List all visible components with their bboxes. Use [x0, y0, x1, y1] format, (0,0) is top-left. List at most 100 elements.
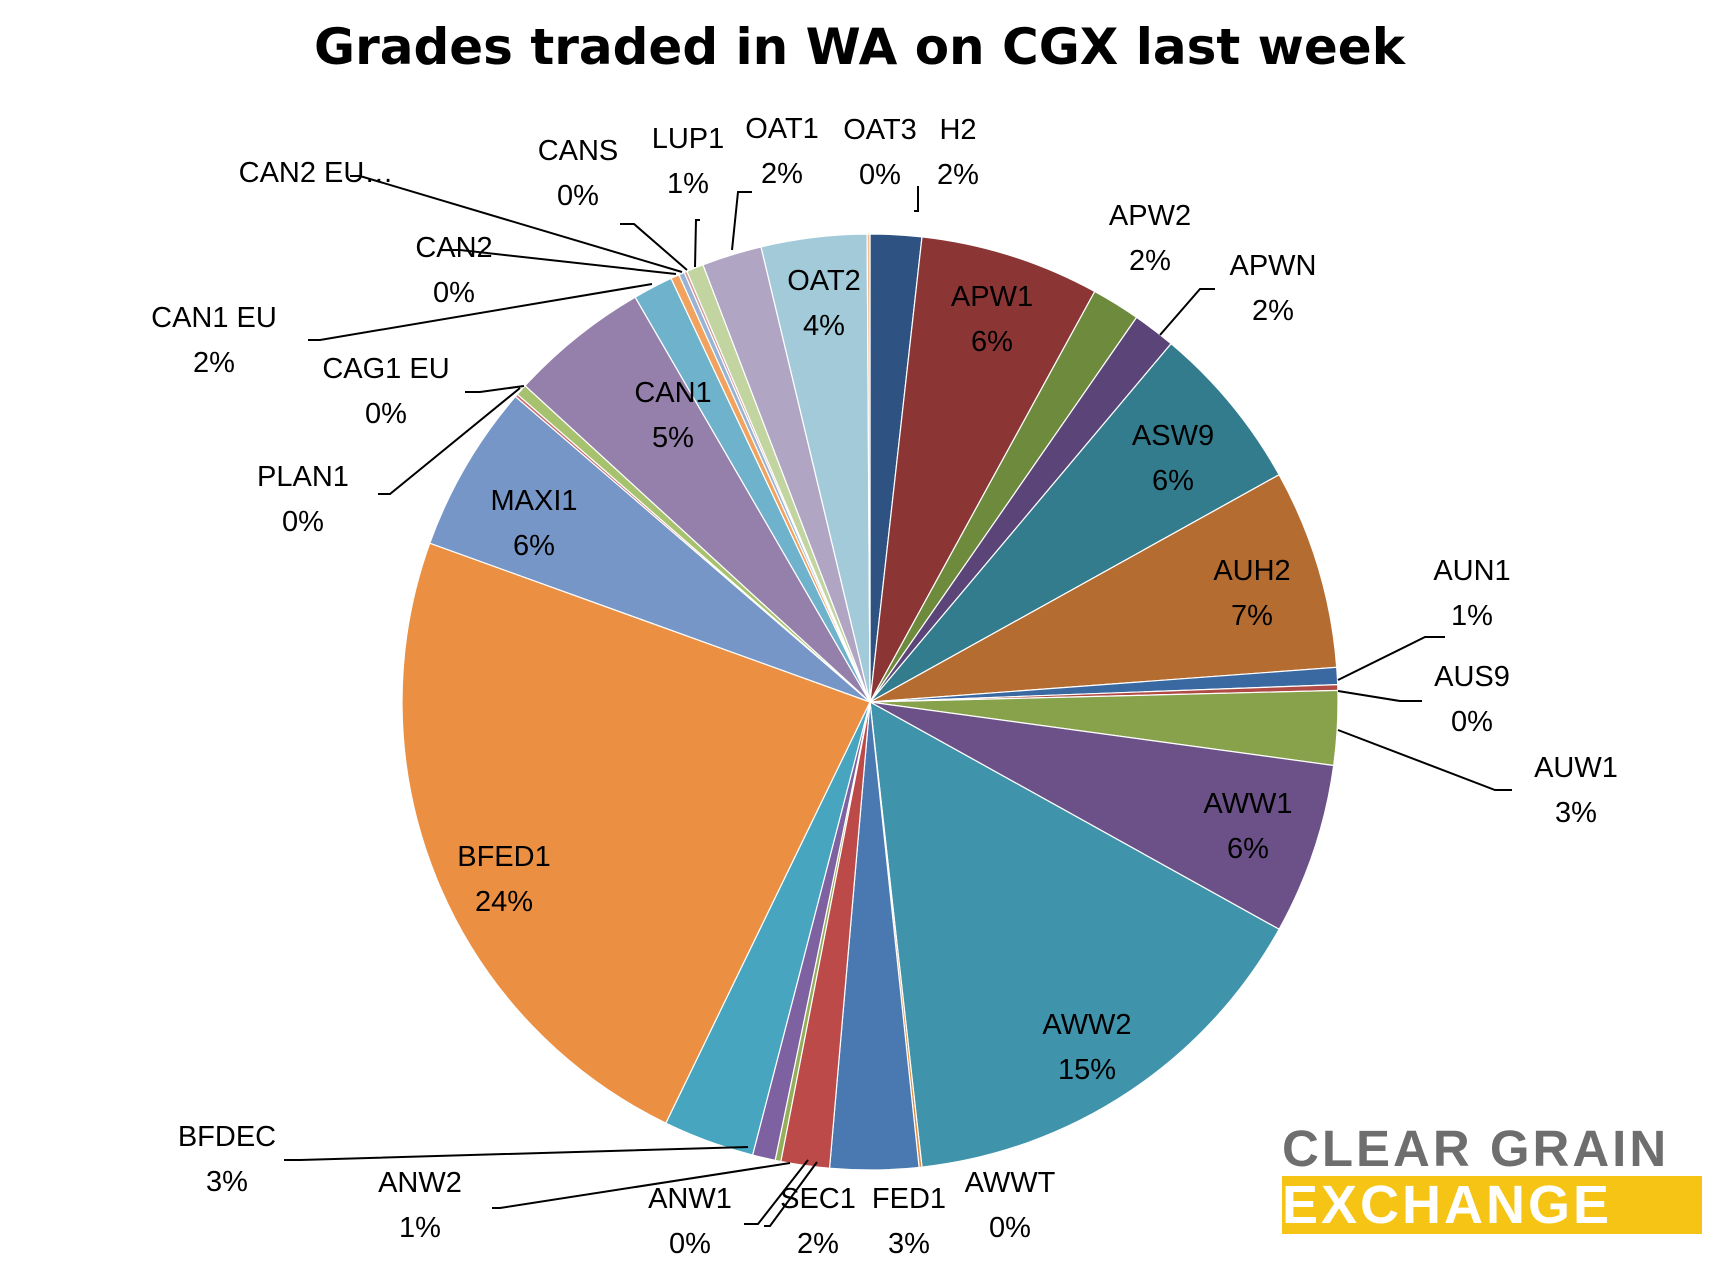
slice-label-oat2: OAT2 4%: [787, 265, 861, 342]
slice-percent: 7%: [1231, 600, 1273, 632]
slice-name: ASW9: [1132, 420, 1214, 452]
slice-name: LUP1: [652, 123, 725, 155]
slice-percent: 5%: [652, 422, 694, 454]
slice-label-anw1: ANW1 0%: [648, 1183, 732, 1260]
slice-name: BFDEC: [178, 1121, 276, 1153]
slice-name: MAXI1: [490, 485, 577, 517]
leader-line-anw1: [744, 1159, 809, 1225]
slice-label-can2: CAN2 0%: [415, 232, 492, 309]
slice-percent: 3%: [206, 1166, 248, 1198]
slice-percent: 3%: [888, 1228, 930, 1260]
slice-percent: 6%: [971, 326, 1013, 358]
pie-slice-bfed1: [401, 542, 871, 1124]
leader-line-plan1: [378, 387, 521, 495]
slice-name: OAT2: [787, 265, 861, 297]
slice-name: APW2: [1109, 200, 1191, 232]
leader-line-can1-eu: [308, 283, 653, 341]
slice-percent: 1%: [1451, 600, 1493, 632]
slice-percent: 2%: [1129, 245, 1171, 277]
pie-slice-aww1: [869, 701, 1335, 931]
pie-slice-oat3: [866, 233, 871, 703]
slice-label-maxi1: MAXI1 6%: [490, 485, 577, 562]
slice-label-auh2: AUH2 7%: [1213, 555, 1290, 632]
leader-line-sec1: [764, 1161, 818, 1227]
slice-percent: 4%: [803, 310, 845, 342]
leader-line-can2-eu: [350, 175, 683, 273]
slice-labels: H2 2%APW1 6%APW2 2% APWN 2%ASW9 6%AUH2 7%AUN1 1%…: [151, 113, 1618, 1260]
slice-percent: 0%: [557, 180, 599, 212]
slice-label-bfdec: BFDEC 3%: [178, 1121, 276, 1198]
slice-percent: 0%: [282, 506, 324, 538]
slice-name: FED1: [872, 1183, 946, 1215]
leader-line-h2: [914, 186, 919, 212]
slice-label-cag1-eu: CAG1 EU 0%: [322, 353, 449, 430]
leader-line-cag1-eu: [465, 385, 525, 393]
slice-name: H2: [939, 114, 976, 146]
slice-percent: 3%: [1555, 797, 1597, 829]
logo-text-line2: EXCHANGE: [1282, 1176, 1702, 1234]
slice-percent: 0%: [859, 159, 901, 191]
slice-name: CANS: [538, 135, 619, 167]
leader-line-can2: [448, 249, 677, 275]
leader-line-apwn: [1159, 288, 1215, 336]
slice-name: CAG1 EU: [322, 353, 449, 385]
slice-name: ANW1: [648, 1183, 732, 1215]
slice-name: PLAN1: [257, 461, 349, 493]
slice-percent: 6%: [513, 530, 555, 562]
leader-line-anw2: [492, 1162, 791, 1209]
slice-name: APW1: [951, 281, 1033, 313]
slice-label-plan1: PLAN1 0%: [257, 461, 349, 538]
slice-percent: 2%: [937, 159, 979, 191]
slice-name: ANW2: [378, 1167, 462, 1199]
slice-percent: 6%: [1227, 833, 1269, 865]
slice-label-oat3: OAT3 0%: [843, 114, 917, 191]
leader-line-aus9: [1337, 690, 1422, 702]
slice-name: CAN1: [634, 377, 711, 409]
slice-label-cans: CANS 0%: [538, 135, 619, 212]
slice-name: AWW2: [1042, 1009, 1131, 1041]
chart-title: Grades traded in WA on CGX last week: [314, 18, 1405, 76]
slice-label-sec1: SEC1 2%: [780, 1183, 856, 1260]
slice-label-awwt: AWWT 0%: [965, 1167, 1056, 1244]
clear-grain-exchange-logo: CLEAR GRAIN EXCHANGE: [1282, 1122, 1702, 1237]
slice-name: OAT3: [843, 114, 917, 146]
pie-slice-aww2: [869, 700, 1280, 1168]
slice-label-apw2: APW2 2%: [1109, 200, 1191, 277]
slice-name: AUN1: [1433, 555, 1510, 587]
slice-percent: 2%: [193, 347, 235, 379]
slice-label-apwn: APWN 2%: [1230, 250, 1317, 327]
slice-label-apw1: APW1 6%: [951, 281, 1033, 358]
slice-percent: 0%: [433, 277, 475, 309]
leader-line-oat1: [731, 191, 752, 251]
leader-line-cans: [620, 223, 688, 271]
slice-percent: 1%: [399, 1212, 441, 1244]
slice-percent: 2%: [797, 1228, 839, 1260]
slice-label-asw9: ASW9 6%: [1132, 420, 1214, 497]
slice-name: CAN2: [415, 232, 492, 264]
slice-name: AWWT: [965, 1167, 1056, 1199]
pie-slice-maxi1: [429, 395, 871, 703]
slice-label-lup1: LUP1 1%: [652, 123, 725, 200]
slice-label-oat1: OAT1 2%: [745, 113, 819, 190]
slice-name: APWN: [1230, 250, 1317, 282]
slice-percent: 15%: [1058, 1054, 1116, 1086]
pie-slice-auh2: [869, 473, 1338, 703]
slice-label-can1-eu: CAN1 EU 2%: [151, 302, 277, 379]
pie-slices: [401, 233, 1339, 1171]
slice-name: CAN1 EU: [151, 302, 277, 334]
slice-percent: 0%: [1451, 706, 1493, 738]
slice-name: OAT1: [745, 113, 819, 145]
leader-line-lup1: [694, 219, 700, 268]
slice-label-can1: CAN1 5%: [634, 377, 711, 454]
slice-label-fed1: FED1 3%: [872, 1183, 946, 1260]
slice-name: BFED1: [457, 841, 550, 873]
slice-name: SEC1: [780, 1183, 856, 1215]
slice-label-aun1: AUN1 1%: [1433, 555, 1510, 632]
slice-percent: 6%: [1152, 465, 1194, 497]
leader-lines: [284, 175, 1512, 1227]
leader-line-aun1: [1337, 636, 1445, 681]
slice-percent: 0%: [669, 1228, 711, 1260]
slice-percent: 0%: [989, 1212, 1031, 1244]
slice-name: CAN2 EU…: [239, 157, 394, 189]
